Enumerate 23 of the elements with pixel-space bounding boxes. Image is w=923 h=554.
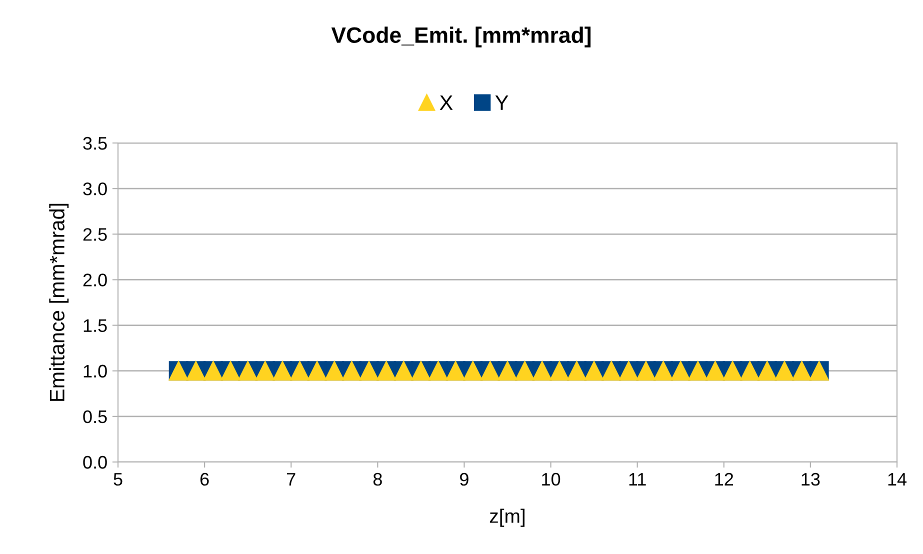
x-tick-label: 7 [287, 473, 296, 486]
y-tick-label: 3.5 [83, 136, 107, 150]
y-tick-label: 1.0 [84, 364, 107, 378]
y-tick-label: 0.5 [83, 410, 107, 424]
x-tick-label: 11 [629, 473, 646, 486]
x-tick-label: 5 [114, 473, 122, 486]
y-axis-title: Emittance [mm*mrad] [49, 204, 69, 401]
x-tick-label: 14 [888, 473, 907, 486]
y-tick-label: 0.0 [83, 456, 107, 469]
legend-label: X [440, 96, 453, 110]
x-tick-label: 8 [373, 472, 382, 486]
x-axis-title: z[m] [490, 508, 524, 527]
x-tick-label: 12 [715, 472, 734, 486]
x-tick-label: 6 [200, 472, 209, 486]
x-tick-label: 10 [542, 472, 560, 486]
y-tick-label: 3.0 [83, 182, 107, 196]
x-tick-label: 9 [460, 472, 468, 486]
y-tick-label: 1.5 [84, 319, 107, 332]
x-tick-label: 13 [802, 472, 820, 486]
y-tick-label: 2.5 [83, 228, 107, 241]
legend-label: Y [495, 96, 508, 110]
y-tick-label: 2.0 [83, 274, 107, 286]
chart-title: VCode_Emit. [mm*mrad] [331, 26, 591, 48]
